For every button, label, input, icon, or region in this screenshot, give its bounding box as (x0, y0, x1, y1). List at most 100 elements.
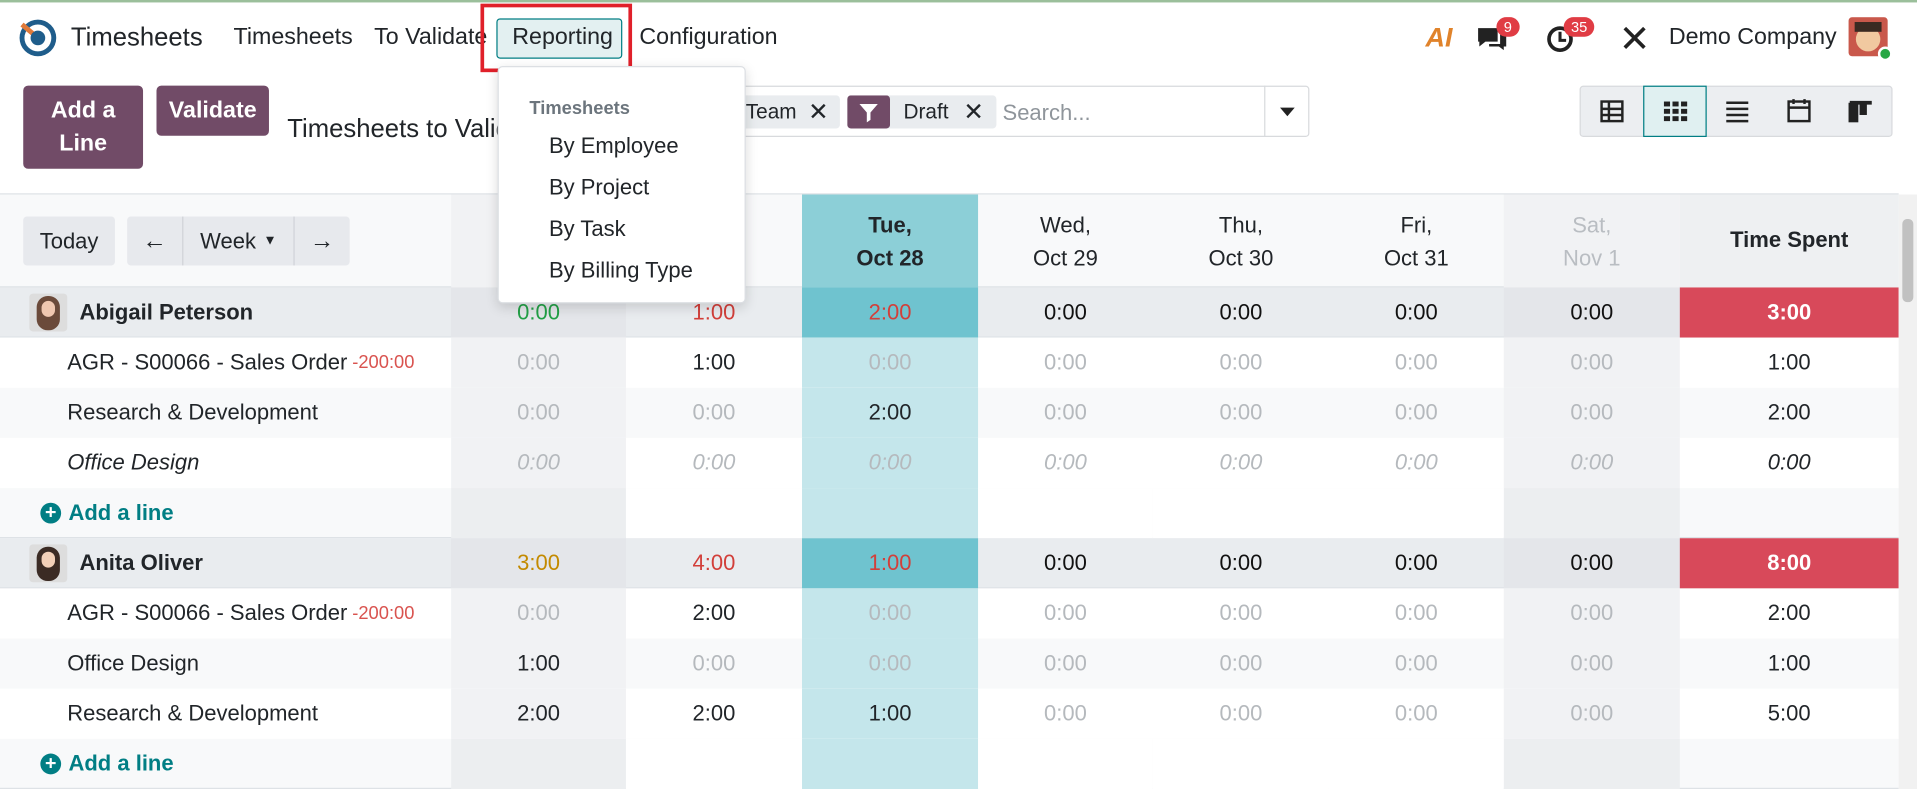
team-facet[interactable] (733, 95, 840, 129)
line-cell[interactable]: 0:00 (1570, 650, 1614, 676)
line-cell[interactable]: 0:00 (1044, 700, 1087, 726)
cell-bg (802, 337, 979, 388)
line-cell[interactable]: 0:00 (1570, 450, 1614, 475)
activities-badge: 35 (1563, 17, 1595, 37)
column-header: Wed, Oct 29 (978, 209, 1153, 275)
user-avatar[interactable] (1848, 17, 1893, 62)
line-cell[interactable]: 0:00 (1219, 600, 1263, 626)
line-cell[interactable]: 0:00 (1394, 400, 1438, 425)
add-line-row: + Add a line (0, 488, 1899, 539)
cell-bg (1503, 638, 1680, 689)
line-cell[interactable]: 1:00 (868, 700, 912, 726)
line-cell[interactable]: 2:00 (517, 700, 560, 726)
line-cell[interactable]: 0:00 (1044, 400, 1087, 425)
add-icon: + (40, 502, 62, 524)
menu-item[interactable]: Configuration (639, 24, 778, 51)
add-line-link[interactable]: + Add a line (40, 488, 174, 538)
line-cell[interactable]: 2:00 (692, 600, 736, 626)
line-cell[interactable]: 0:00 (1219, 700, 1263, 726)
line-cell[interactable]: 0:00 (517, 349, 560, 375)
line-cell[interactable]: 1:00 (517, 650, 560, 676)
messages-icon[interactable] (1474, 24, 1508, 53)
line-cell[interactable]: 0:00 (1394, 650, 1438, 676)
dropdown-item[interactable]: By Billing Type (548, 258, 693, 283)
line-cell[interactable]: 0:00 (1044, 450, 1087, 475)
group-cell: 0:00 (1044, 299, 1087, 325)
tools-icon[interactable] (1621, 24, 1648, 51)
line-cell[interactable]: 0:00 (1219, 650, 1263, 676)
menu-item[interactable]: Timesheets (233, 24, 353, 51)
cell-bg (1503, 387, 1680, 438)
dropdown-item[interactable]: By Employee (548, 133, 679, 158)
validate-button[interactable]: Validate (156, 85, 269, 136)
dropdown-item[interactable]: By Task (548, 216, 626, 241)
ai-button[interactable]: AI (1425, 22, 1453, 53)
prev-button[interactable]: ← (127, 216, 184, 266)
group-row: Abigail Peterson 0:00 1:00 2:00 0:00 0:00 0:00… (0, 287, 1899, 338)
next-button[interactable]: → (293, 216, 349, 266)
line-cell[interactable]: 0:00 (1044, 349, 1087, 375)
menu-item[interactable]: To Validate (374, 24, 488, 51)
line-cell[interactable]: 0:00 (1570, 349, 1614, 375)
menu-item[interactable]: Reporting (512, 24, 613, 51)
line-cell[interactable]: 0:00 (868, 349, 912, 375)
range-button[interactable]: Week ▼ (183, 217, 293, 266)
line-total: 2:00 (1767, 600, 1811, 626)
company-name[interactable]: Demo Company (1668, 24, 1837, 51)
today-button[interactable]: Today (23, 216, 115, 266)
line-cell[interactable]: 0:00 (517, 450, 560, 475)
timesheet-grid: Today ← Week ▼ → Tue, Oct 28 Wed, Oct 29 Thu, Oct … (0, 194, 1899, 789)
view-icons[interactable] (1581, 87, 1894, 136)
line-cell[interactable]: 0:00 (1044, 650, 1087, 676)
line-cell[interactable]: 0:00 (1219, 450, 1263, 475)
activities-icon[interactable] (1545, 24, 1574, 53)
search-input[interactable]: Search... (1002, 100, 1091, 125)
line-cell[interactable]: 0:00 (1394, 700, 1438, 726)
cell-bg (1152, 738, 1329, 789)
total-bg (1679, 287, 1899, 338)
search-toggle[interactable] (1264, 85, 1309, 138)
line-cell[interactable]: 0:00 (517, 400, 560, 425)
line-cell[interactable]: 0:00 (1044, 600, 1087, 626)
line-name: AGR - S00066 - Sales Order -200:00 (67, 588, 414, 638)
add-line-link[interactable]: + Add a line (40, 739, 174, 789)
app-name[interactable]: Timesheets (70, 23, 203, 52)
cell-bg (978, 738, 1153, 789)
line-cell[interactable]: 2:00 (868, 400, 912, 425)
line-cell[interactable]: 0:00 (1570, 700, 1614, 726)
header-date: Oct 29 (1033, 245, 1098, 271)
facet-remove[interactable]: ✕ (808, 99, 829, 126)
cell-bg (451, 538, 626, 589)
cell-bg (1328, 488, 1504, 539)
line-cell[interactable]: 0:00 (1394, 600, 1438, 626)
cell-bg (1503, 588, 1680, 639)
cell-bg (802, 738, 979, 789)
line-cell[interactable]: 2:00 (692, 700, 736, 726)
line-remaining: -200:00 (352, 603, 415, 624)
dropdown-item[interactable]: By Project (548, 174, 650, 200)
line-total: 2:00 (1767, 400, 1811, 425)
header-date: Oct 31 (1383, 245, 1449, 271)
cell-bg (451, 638, 626, 689)
line-cell[interactable]: 0:00 (868, 600, 912, 626)
line-cell[interactable]: 0:00 (692, 650, 736, 676)
line-cell[interactable]: 0:00 (692, 400, 736, 425)
line-cell[interactable]: 1:00 (692, 349, 736, 375)
cell-bg (978, 488, 1153, 539)
line-cell[interactable]: 0:00 (1394, 450, 1438, 475)
line-row: AGR - S00066 - Sales Order -200:00 0:00 1:0… (0, 337, 1899, 388)
line-cell[interactable]: 0:00 (868, 650, 912, 676)
cell-bg (802, 437, 979, 489)
line-cell[interactable]: 0:00 (692, 450, 736, 475)
line-row: Office Design 1:00 0:00 0:00 0:00 0:00 0:00 0:0… (0, 638, 1899, 689)
line-cell[interactable]: 0:00 (1394, 349, 1438, 375)
line-cell[interactable]: 0:00 (868, 450, 912, 475)
line-cell[interactable]: 0:00 (1219, 400, 1263, 425)
line-cell[interactable]: 0:00 (1570, 400, 1614, 425)
line-cell[interactable]: 0:00 (1570, 600, 1614, 626)
group-total: 3:00 (1767, 299, 1812, 325)
line-cell[interactable]: 0:00 (517, 600, 560, 626)
facet-remove[interactable]: ✕ (963, 99, 984, 126)
add-line-button[interactable]: Add a Line (23, 85, 144, 169)
line-cell[interactable]: 0:00 (1219, 349, 1263, 375)
